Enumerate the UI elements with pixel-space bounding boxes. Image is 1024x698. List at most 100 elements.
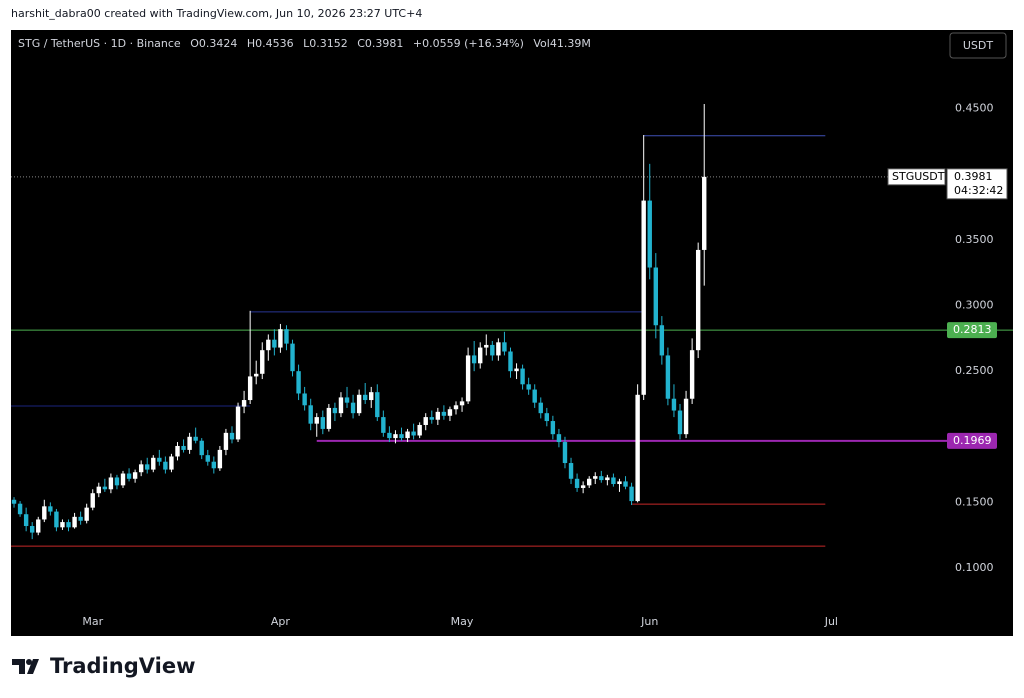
candle-body [635, 394, 640, 502]
candle-body [411, 431, 416, 436]
candle-body [611, 477, 616, 485]
candle-body [175, 445, 180, 457]
candle-body [48, 506, 53, 512]
candle-body [54, 511, 59, 528]
candle-body [308, 405, 313, 424]
candle-body [520, 368, 525, 385]
candle-body [387, 432, 392, 439]
candle-body [526, 384, 531, 390]
candle-body [677, 410, 683, 435]
candle-body [272, 339, 277, 348]
candle-body [617, 481, 622, 485]
candle-body [157, 457, 162, 462]
candle-body [66, 522, 71, 528]
candle-body [36, 519, 41, 533]
candle-body [556, 434, 562, 443]
candle-body [90, 493, 95, 508]
candle-body [514, 368, 519, 372]
candle-body [641, 200, 646, 395]
candle-body [484, 344, 489, 348]
candle-body [126, 473, 132, 479]
candle-body [223, 432, 229, 450]
candle-body [169, 456, 174, 470]
candle-body [296, 371, 301, 394]
chart-legend: STG / TetherUS · 1D · Binance O0.3424 H0… [18, 37, 591, 50]
candle-body [211, 461, 217, 469]
candle-body [647, 200, 652, 268]
legend-item: Vol41.39M [533, 37, 590, 50]
candle-body [465, 355, 471, 402]
candle-body [260, 350, 265, 374]
x-tick-label: Apr [271, 615, 291, 628]
candle-body [290, 343, 295, 372]
candle-body [320, 417, 326, 429]
candle-body [229, 432, 235, 440]
candle-body [302, 393, 307, 406]
level-label: 0.1969 [953, 434, 992, 447]
candle-body [423, 417, 428, 425]
countdown-label: 04:32:42 [954, 184, 1003, 197]
candle-body [254, 373, 259, 377]
candle-body [350, 402, 356, 414]
candle-body [151, 457, 156, 470]
candle-body [381, 417, 386, 433]
candle-body [568, 463, 574, 479]
candle-body [42, 506, 47, 520]
candle-body [586, 478, 592, 486]
candle-body [441, 411, 447, 416]
candle-body [369, 392, 374, 401]
y-tick-label: 0.3000 [955, 299, 994, 312]
candle-body [314, 417, 319, 424]
candle-body [332, 407, 338, 414]
candle-body [132, 472, 138, 479]
candle-body [453, 405, 459, 410]
candle-body [356, 394, 362, 414]
candle-body [138, 464, 144, 473]
y-tick-label: 0.1500 [955, 495, 994, 508]
legend-item: H0.4536 [247, 37, 294, 50]
candle-body [659, 325, 665, 356]
candle-body [490, 344, 495, 356]
legend-item: O0.3424 [190, 37, 237, 50]
candle-body [266, 339, 271, 351]
candle-body [574, 478, 580, 488]
price-box [946, 168, 1008, 200]
candle-body [435, 411, 441, 420]
level-label-box [947, 432, 997, 449]
x-tick-label: Jun [640, 615, 658, 628]
currency-label[interactable]: USDT [963, 39, 994, 52]
candle-body [623, 481, 628, 487]
candle-body [247, 376, 253, 401]
candle-body [11, 499, 17, 504]
x-tick-label: Mar [82, 615, 103, 628]
candle-body [17, 503, 23, 515]
candle-body [78, 516, 83, 521]
candle-body [665, 355, 671, 399]
candle-body [538, 402, 543, 414]
y-tick-label: 0.2500 [955, 364, 994, 377]
candle-body [459, 401, 465, 406]
candle-body [344, 397, 350, 403]
candle-body [199, 440, 204, 456]
candle-body [205, 455, 210, 462]
candle-body [114, 477, 120, 486]
candle-body [496, 342, 501, 356]
candle-body [417, 424, 422, 436]
y-tick-label: 0.4500 [955, 102, 994, 115]
level-label-box [947, 322, 997, 339]
candle-body [60, 522, 65, 528]
price-label: 0.3981 [954, 170, 993, 183]
candle-body [193, 436, 198, 441]
candle-body [235, 406, 241, 440]
candle-body [217, 449, 223, 469]
currency-button[interactable] [949, 32, 1007, 59]
candle-body [508, 351, 513, 372]
y-tick-label: 0.1000 [955, 561, 994, 574]
candle-body [399, 434, 404, 439]
x-tick-label: Jul [824, 615, 838, 628]
candle-body [29, 526, 35, 533]
candle-body [550, 421, 556, 435]
candle-body [102, 486, 108, 490]
